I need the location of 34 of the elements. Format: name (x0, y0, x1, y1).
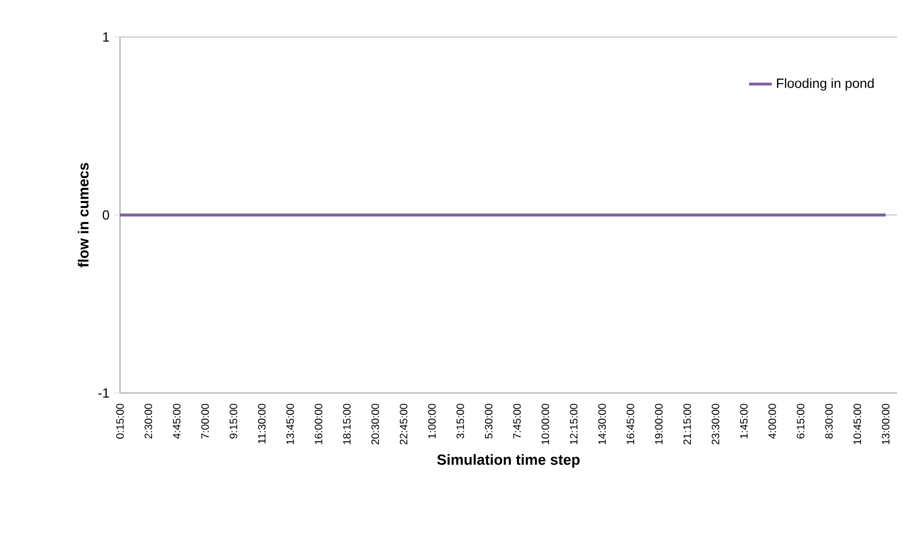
x-tick-label: 10:45:00 (854, 404, 862, 444)
y-tick-label: 0 (102, 210, 110, 220)
x-tick-label: 10:00:00 (542, 404, 550, 444)
x-tick-label: 0:15:00 (116, 404, 124, 439)
x-tick-label: 4:00:00 (768, 404, 776, 439)
x-tick-label: 11:30:00 (258, 404, 266, 444)
y-tick-label: 1 (103, 32, 109, 42)
x-tick-label: 14:30:00 (598, 404, 606, 444)
x-axis-title: Simulation time step (437, 454, 580, 468)
x-tick-label: 2:30:00 (144, 404, 152, 438)
y-axis-title: flow in cumecs (78, 163, 89, 268)
x-tick-label: 13:00:00 (882, 404, 890, 444)
x-tick-label: 19:00:00 (655, 404, 663, 444)
x-tick-label: 3:15:00 (456, 404, 464, 439)
x-tick-label: 1:45:00 (740, 404, 748, 438)
y-tick-label: -1 (98, 388, 109, 398)
x-tick-label: 20:30:00 (371, 404, 379, 444)
x-tick-label: 8:30:00 (825, 404, 833, 439)
x-tick-label: 4:45:00 (172, 404, 180, 439)
x-tick-label: 18:15:00 (343, 404, 351, 444)
x-tick-label: 7:45:00 (513, 404, 521, 438)
x-tick-label: 22:45:00 (400, 404, 408, 444)
legend-label: Flooding in pond (777, 78, 874, 91)
x-tick-label: 1:00:00 (428, 404, 436, 438)
x-tick-label: 23:30:00 (712, 404, 720, 444)
x-tick-label: 16:45:00 (626, 404, 634, 444)
x-tick-label: 9:15:00 (230, 404, 238, 438)
x-tick-label: 6:15:00 (796, 404, 804, 438)
x-tick-label: 5:30:00 (484, 404, 492, 439)
x-tick-label: 12:15:00 (570, 404, 578, 444)
x-tick-label: 13:45:00 (286, 404, 294, 444)
x-tick-label: 7:00:00 (201, 404, 209, 438)
x-tick-label: 16:00:00 (314, 404, 322, 444)
x-tick-label: 21:15:00 (683, 404, 691, 444)
